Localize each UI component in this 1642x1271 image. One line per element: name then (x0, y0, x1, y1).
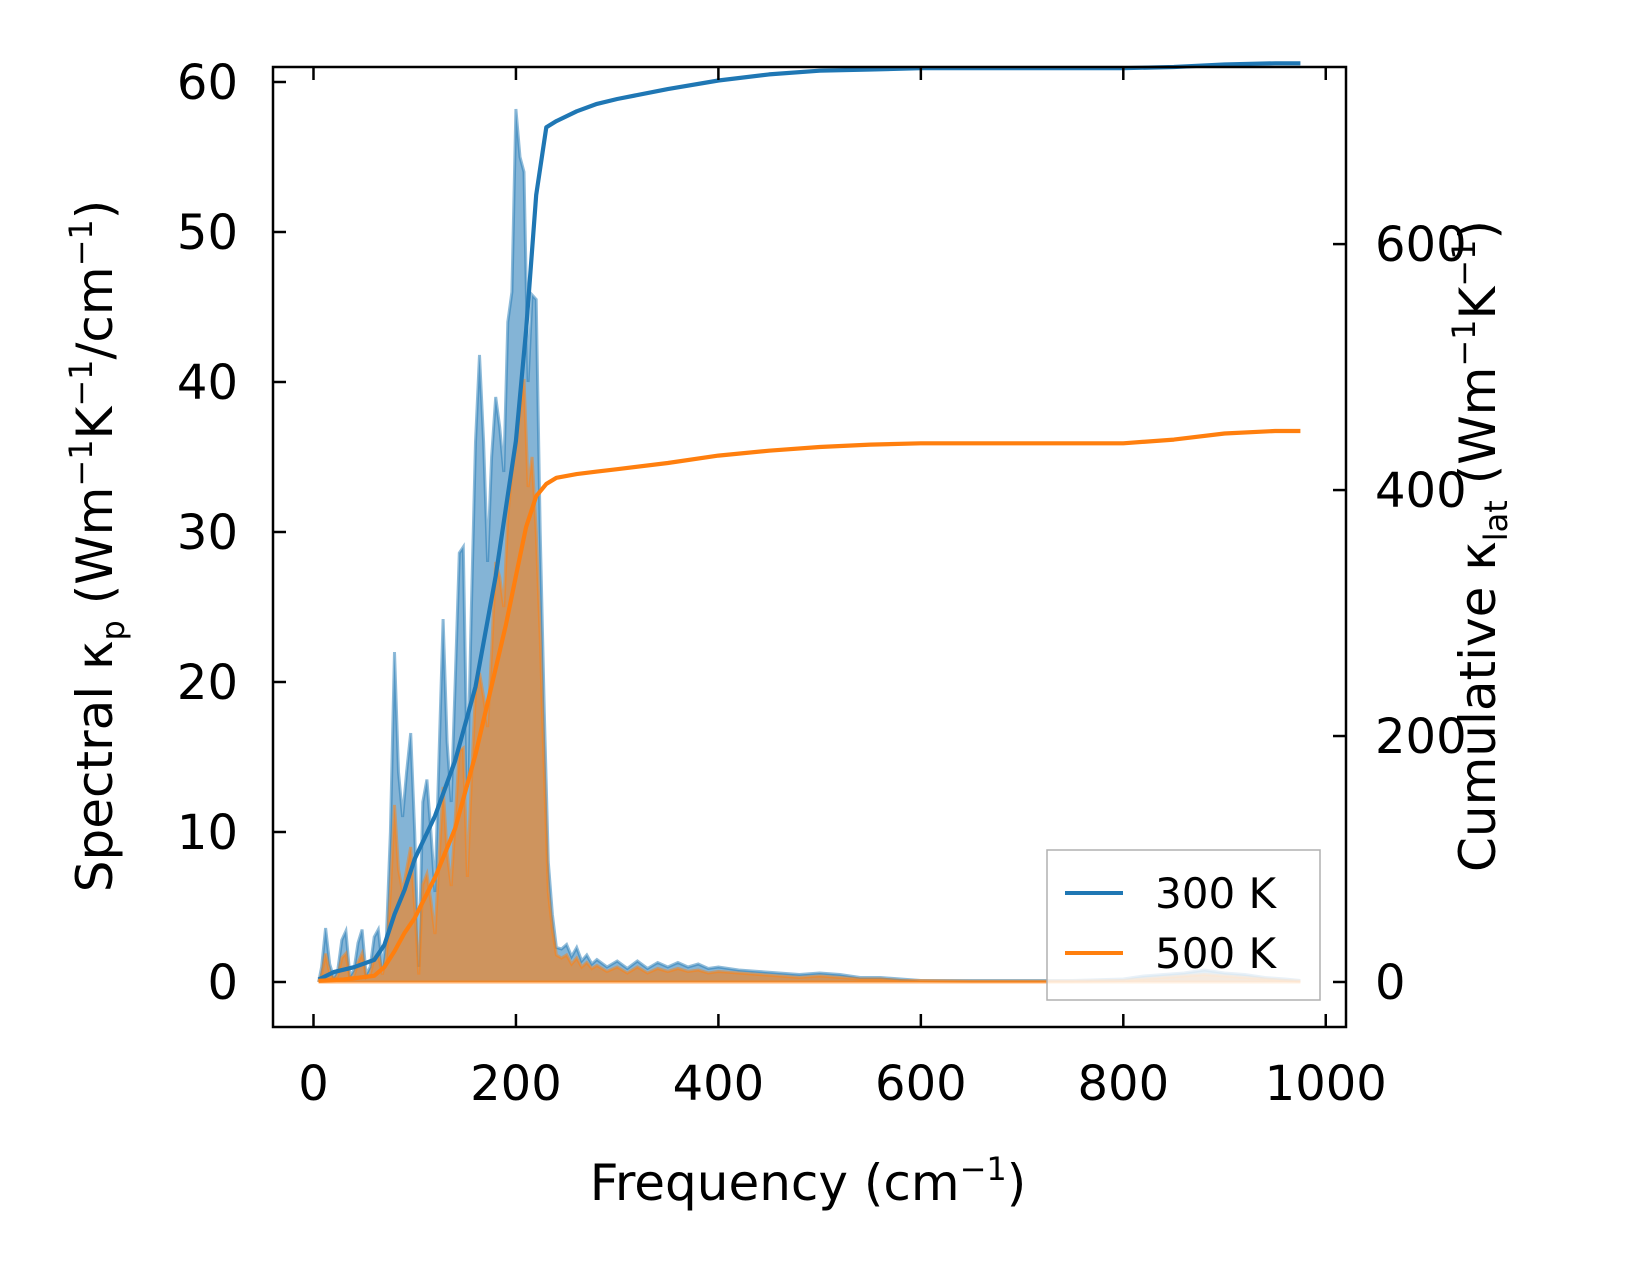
y-left-tick-label: 30 (177, 505, 238, 561)
legend-label-500k: 500 K (1155, 929, 1278, 978)
x-tick-label: 200 (470, 1056, 562, 1112)
y-left-tick-label: 10 (177, 805, 238, 861)
y-right-tick-label: 200 (1375, 709, 1467, 765)
y-left-axis-label: Spectral κp (Wm−1K−1/cm−1) (62, 200, 132, 893)
y-left-tick-label: 40 (177, 355, 238, 411)
x-tick-label: 600 (875, 1056, 967, 1112)
y-left-tick-label: 50 (177, 205, 238, 261)
y-left-tick-label: 0 (207, 955, 238, 1011)
spectral-outline-1 (317, 378, 1301, 983)
x-tick-label: 400 (673, 1056, 765, 1112)
y-right-tick-label: 400 (1375, 463, 1467, 519)
y-right-tick-label: 0 (1375, 955, 1406, 1011)
tick-marks (273, 67, 1346, 1027)
plot-frame (271, 65, 1348, 1029)
legend-box (1046, 849, 1321, 1001)
x-axis-label: Frequency (cm−1) (590, 1150, 1027, 1212)
axes-frame (271, 65, 1348, 1029)
x-tick-label: 800 (1077, 1056, 1169, 1112)
x-tick-label: 1000 (1265, 1056, 1387, 1112)
y-right-axis-label: Cumulative κlat (Wm−1K−1) (1445, 220, 1515, 872)
y-left-tick-label: 20 (177, 655, 238, 711)
spectral-fill-1 (318, 379, 1301, 982)
y-left-tick-label: 60 (177, 55, 238, 111)
x-tick-label: 0 (298, 1056, 329, 1112)
y-right-tick-label: 600 (1375, 217, 1467, 273)
cumulative-line-1 (318, 428, 1301, 983)
legend-label-300k: 300 K (1155, 869, 1278, 918)
legend: 300 K 500 K (1046, 849, 1321, 1001)
